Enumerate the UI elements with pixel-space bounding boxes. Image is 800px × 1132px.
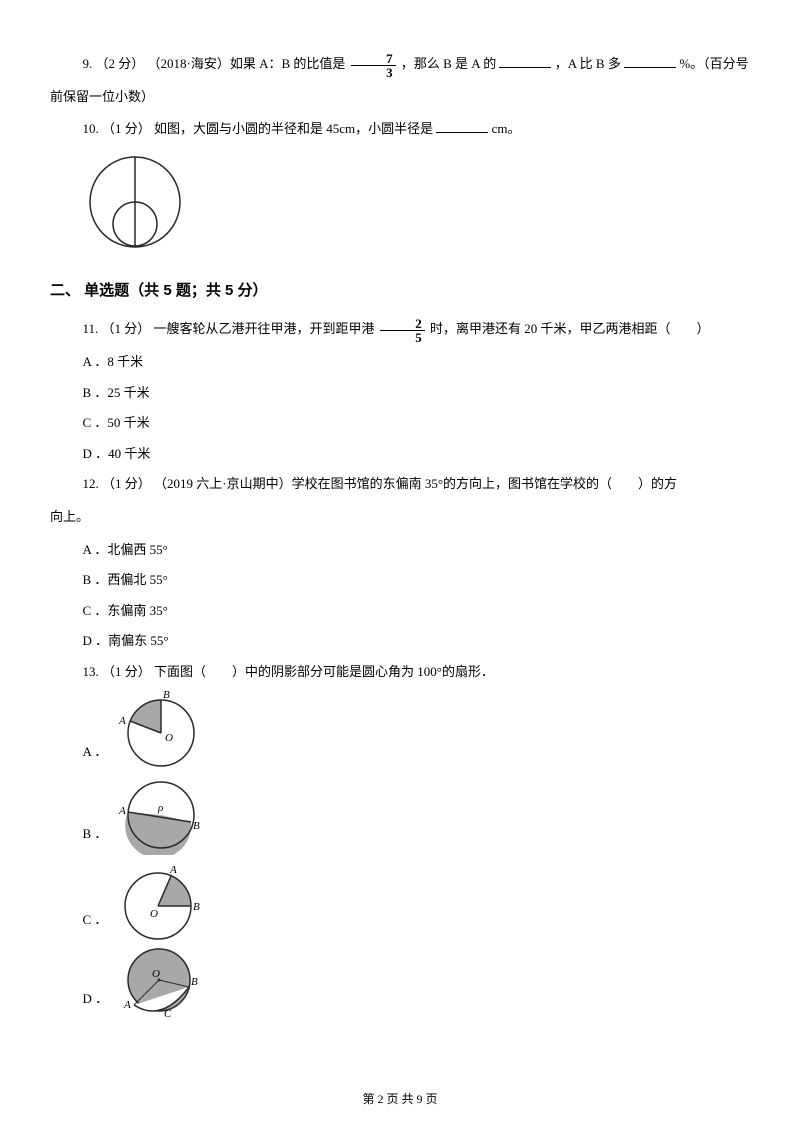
svg-text:A: A bbox=[118, 805, 126, 817]
q13-opt-a-label: A ． bbox=[83, 738, 108, 773]
q13-diagram-c: A O B bbox=[113, 859, 208, 941]
svg-text:A: A bbox=[118, 715, 126, 727]
q13-opt-d-label: D ． bbox=[83, 985, 109, 1020]
q10-unit: cm。 bbox=[492, 121, 521, 136]
question-13: 13. （1 分） 下面图（ ）中的阴影部分可能是圆心角为 100°的扇形． bbox=[50, 658, 750, 687]
q9-text-1: 9. （2 分） （2018·海安）如果 A：B 的比值是 bbox=[83, 56, 349, 71]
fraction-2-5: 2 5 bbox=[380, 317, 425, 344]
question-12-line1: 12. （1 分） （2019 六上·京山期中）学校在图书馆的东偏南 35°的方… bbox=[50, 470, 750, 499]
svg-text:A: A bbox=[169, 864, 177, 876]
svg-text:O: O bbox=[152, 968, 160, 980]
q12-option-b: B ．西偏北 55° bbox=[50, 566, 750, 595]
q13-diagram-a: B A O bbox=[113, 691, 208, 773]
q9-line2: 前保留一位小数） bbox=[50, 83, 750, 112]
q13-option-c-row: C ． A O B bbox=[83, 859, 751, 941]
question-12-line2: 向上。 bbox=[50, 503, 750, 532]
q13-opt-b-label: B ． bbox=[83, 820, 108, 855]
q11-option-d: D ．40 千米 bbox=[50, 440, 750, 469]
question-9: 9. （2 分） （2018·海安）如果 A：B 的比值是 7 3 ，那么 B … bbox=[50, 50, 750, 79]
q13-option-a-row: A ． B A O bbox=[83, 691, 751, 773]
q13-option-d-row: D ． O A B C bbox=[83, 945, 751, 1020]
svg-text:B: B bbox=[193, 820, 200, 832]
section-2-header: 二、 单选题（共 5 题；共 5 分） bbox=[50, 274, 750, 307]
q11-option-a: A ．8 千米 bbox=[50, 348, 750, 377]
q11-text-1: 11. （1 分） 一艘客轮从乙港开往甲港，开到距甲港 bbox=[83, 321, 378, 336]
question-11: 11. （1 分） 一艘客轮从乙港开往甲港，开到距甲港 2 5 时，离甲港还有 … bbox=[50, 315, 750, 344]
q13-option-b-row: B ． A ρ B bbox=[83, 777, 751, 855]
q13-diagram-b: A ρ B bbox=[113, 777, 208, 855]
page-footer: 第 2 页 共 9 页 bbox=[0, 1086, 800, 1112]
q10-text: 10. （1 分） 如图，大圆与小圆的半径和是 45cm，小圆半径是 bbox=[83, 121, 434, 136]
q12-option-a: A ．北偏西 55° bbox=[50, 536, 750, 565]
q12-option-d: D ．南偏东 55° bbox=[50, 627, 750, 656]
svg-text:B: B bbox=[193, 901, 200, 913]
q10-diagram bbox=[83, 152, 751, 263]
svg-text:O: O bbox=[150, 908, 158, 920]
q13-diagram-d: O A B C bbox=[114, 945, 209, 1020]
svg-text:ρ: ρ bbox=[157, 802, 163, 814]
q12-option-c: C ．东偏南 35° bbox=[50, 597, 750, 626]
fraction-7-3: 7 3 bbox=[351, 52, 396, 79]
q9-text-3: ，A 比 B 多 bbox=[555, 56, 621, 71]
q11-option-b: B ．25 千米 bbox=[50, 379, 750, 408]
blank-2 bbox=[624, 55, 676, 68]
blank-1 bbox=[499, 55, 551, 68]
blank-3 bbox=[436, 120, 488, 133]
svg-text:C: C bbox=[164, 1008, 172, 1020]
q11-option-c: C ．50 千米 bbox=[50, 409, 750, 438]
svg-text:A: A bbox=[123, 999, 131, 1011]
q11-text-2: 时，离甲港还有 20 千米，甲乙两港相距（ ） bbox=[430, 321, 710, 336]
q13-opt-c-label: C ． bbox=[83, 906, 108, 941]
svg-text:O: O bbox=[165, 732, 173, 744]
svg-text:B: B bbox=[163, 691, 170, 701]
svg-text:B: B bbox=[191, 976, 198, 988]
q9-text-2: ，那么 B 是 A 的 bbox=[401, 56, 496, 71]
question-10: 10. （1 分） 如图，大圆与小圆的半径和是 45cm，小圆半径是 cm。 bbox=[50, 115, 750, 144]
q9-text-4: %。（百分号 bbox=[679, 56, 748, 71]
